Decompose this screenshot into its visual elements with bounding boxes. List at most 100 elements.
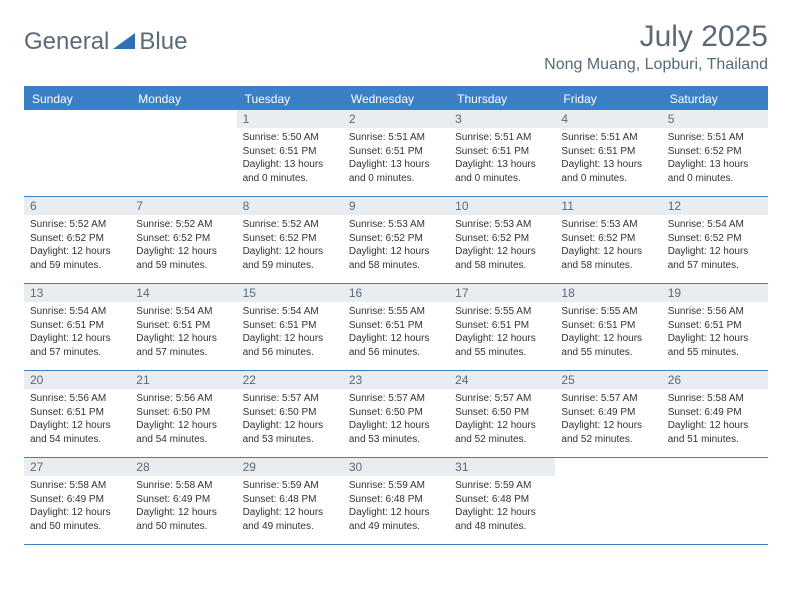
day-number: 20 [24,371,130,389]
day-number: 1 [237,110,343,128]
sunrise-line: Sunrise: 5:54 AM [136,305,230,319]
day-body: Sunrise: 5:56 AMSunset: 6:51 PMDaylight:… [24,389,130,452]
day-number: 2 [343,110,449,128]
day-number: 13 [24,284,130,302]
day-number: 26 [662,371,768,389]
calendar-cell: 26 Sunrise: 5:58 AMSunset: 6:49 PMDayligh… [662,371,768,457]
sunrise-line: Sunrise: 5:59 AM [349,479,443,493]
daylight-line: Daylight: 13 hours and 0 minutes. [668,158,762,185]
day-body: Sunrise: 5:52 AMSunset: 6:52 PMDaylight:… [24,215,130,278]
day-body: Sunrise: 5:50 AMSunset: 6:51 PMDaylight:… [237,128,343,191]
day-header: Tuesday [237,88,343,110]
sunset-line: Sunset: 6:51 PM [561,319,655,333]
sunset-line: Sunset: 6:51 PM [243,145,337,159]
sunrise-line: Sunrise: 5:56 AM [136,392,230,406]
sunset-line: Sunset: 6:52 PM [243,232,337,246]
day-body: Sunrise: 5:59 AMSunset: 6:48 PMDaylight:… [343,476,449,539]
sunset-line: Sunset: 6:49 PM [136,493,230,507]
sunset-line: Sunset: 6:51 PM [349,145,443,159]
calendar-cell: 23Sunrise: 5:57 AMSunset: 6:50 PMDayligh… [343,371,449,457]
sunset-line: Sunset: 6:49 PM [561,406,655,420]
day-body: Sunrise: 5:55 AMSunset: 6:51 PMDaylight:… [449,302,555,365]
sunrise-line: Sunrise: 5:52 AM [136,218,230,232]
sunrise-line: Sunrise: 5:53 AM [455,218,549,232]
daylight-line: Daylight: 12 hours and 49 minutes. [243,506,337,533]
day-body: Sunrise: 5:56 AMSunset: 6:51 PMDaylight:… [662,302,768,365]
day-body: Sunrise: 5:58 AMSunset: 6:49 PMDaylight:… [24,476,130,539]
calendar-cell: 28Sunrise: 5:58 AMSunset: 6:49 PMDayligh… [130,458,236,544]
sunrise-line: Sunrise: 5:51 AM [455,131,549,145]
sunrise-line: Sunrise: 5:54 AM [243,305,337,319]
sunrise-line: Sunrise: 5:55 AM [561,305,655,319]
daylight-line: Daylight: 12 hours and 55 minutes. [668,332,762,359]
week-row: 13Sunrise: 5:54 AMSunset: 6:51 PMDayligh… [24,284,768,371]
sunset-line: Sunset: 6:51 PM [30,319,124,333]
day-body: Sunrise: 5:58 AMSunset: 6:49 PMDaylight:… [130,476,236,539]
day-number: 12 [662,197,768,215]
calendar-cell: 20Sunrise: 5:56 AMSunset: 6:51 PMDayligh… [24,371,130,457]
calendar-cell: 5Sunrise: 5:51 AMSunset: 6:52 PMDaylight… [662,110,768,196]
day-number: 9 [343,197,449,215]
day-number: 18 [555,284,661,302]
day-number: 30 [343,458,449,476]
day-body: Sunrise: 5:57 AMSunset: 6:50 PMDaylight:… [449,389,555,452]
calendar-cell [555,458,661,544]
daylight-line: Daylight: 13 hours and 0 minutes. [349,158,443,185]
sunset-line: Sunset: 6:48 PM [455,493,549,507]
day-number: 7 [130,197,236,215]
day-body: Sunrise: 5:53 AMSunset: 6:52 PMDaylight:… [449,215,555,278]
daylight-line: Daylight: 12 hours and 51 minutes. [668,419,762,446]
calendar-cell: 8 Sunrise: 5:52 AMSunset: 6:52 PMDaylight… [237,197,343,283]
location-text: Nong Muang, Lopburi, Thailand [544,56,768,74]
day-body: Sunrise: 5:59 AMSunset: 6:48 PMDaylight:… [237,476,343,539]
sunset-line: Sunset: 6:50 PM [455,406,549,420]
day-number: 17 [449,284,555,302]
day-number: 8 [237,197,343,215]
sunrise-line: Sunrise: 5:58 AM [668,392,762,406]
week-row: 20Sunrise: 5:56 AMSunset: 6:51 PMDayligh… [24,371,768,458]
sunset-line: Sunset: 6:51 PM [668,319,762,333]
daylight-line: Daylight: 12 hours and 58 minutes. [455,245,549,272]
daylight-line: Daylight: 12 hours and 52 minutes. [455,419,549,446]
calendar-cell: 18Sunrise: 5:55 AMSunset: 6:51 PMDayligh… [555,284,661,370]
calendar-cell: 4Sunrise: 5:51 AMSunset: 6:51 PMDaylight… [555,110,661,196]
day-number: 19 [662,284,768,302]
sunrise-line: Sunrise: 5:54 AM [30,305,124,319]
sunset-line: Sunset: 6:50 PM [136,406,230,420]
day-body: Sunrise: 5:52 AMSunset: 6:52 PMDaylight:… [130,215,236,278]
calendar-cell: 10Sunrise: 5:53 AMSunset: 6:52 PMDayligh… [449,197,555,283]
day-number: 25 [555,371,661,389]
day-body: Sunrise: 5:55 AMSunset: 6:51 PMDaylight:… [343,302,449,365]
day-body: Sunrise: 5:57 AMSunset: 6:50 PMDaylight:… [237,389,343,452]
calendar: SundayMondayTuesdayWednesdayThursdayFrid… [24,86,768,545]
sunset-line: Sunset: 6:52 PM [136,232,230,246]
day-body: Sunrise: 5:54 AMSunset: 6:51 PMDaylight:… [130,302,236,365]
sunrise-line: Sunrise: 5:56 AM [30,392,124,406]
sunrise-line: Sunrise: 5:52 AM [243,218,337,232]
calendar-cell: 30Sunrise: 5:59 AMSunset: 6:48 PMDayligh… [343,458,449,544]
brand-logo: General Blue [24,28,187,56]
daylight-line: Daylight: 12 hours and 56 minutes. [243,332,337,359]
sunrise-line: Sunrise: 5:55 AM [455,305,549,319]
sunrise-line: Sunrise: 5:52 AM [30,218,124,232]
sunset-line: Sunset: 6:49 PM [668,406,762,420]
daylight-line: Daylight: 12 hours and 58 minutes. [349,245,443,272]
daylight-line: Daylight: 12 hours and 59 minutes. [243,245,337,272]
day-number: 29 [237,458,343,476]
brand-part1: General [24,28,109,56]
calendar-cell: 27Sunrise: 5:58 AMSunset: 6:49 PMDayligh… [24,458,130,544]
calendar-cell: 31Sunrise: 5:59 AMSunset: 6:48 PMDayligh… [449,458,555,544]
sunrise-line: Sunrise: 5:53 AM [561,218,655,232]
sunset-line: Sunset: 6:48 PM [349,493,443,507]
sunrise-line: Sunrise: 5:57 AM [455,392,549,406]
sunrise-line: Sunrise: 5:51 AM [349,131,443,145]
calendar-cell [130,110,236,196]
calendar-cell: 3Sunrise: 5:51 AMSunset: 6:51 PMDaylight… [449,110,555,196]
weeks-container: 1Sunrise: 5:50 AMSunset: 6:51 PMDaylight… [24,110,768,545]
calendar-cell: 12Sunrise: 5:54 AMSunset: 6:52 PMDayligh… [662,197,768,283]
day-body: Sunrise: 5:53 AMSunset: 6:52 PMDaylight:… [555,215,661,278]
page-header: General Blue July 2025 Nong Muang, Lopbu… [24,20,768,74]
calendar-cell: 2 Sunrise: 5:51 AMSunset: 6:51 PMDaylight… [343,110,449,196]
day-body: Sunrise: 5:51 AMSunset: 6:51 PMDaylight:… [555,128,661,191]
daylight-line: Daylight: 13 hours and 0 minutes. [243,158,337,185]
